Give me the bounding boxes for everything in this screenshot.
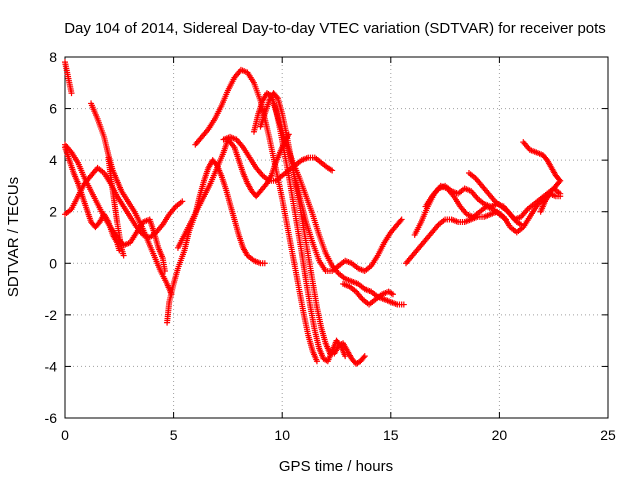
data-track xyxy=(220,133,336,184)
data-point xyxy=(400,301,407,308)
data-point xyxy=(518,221,525,228)
y-tick-label: 8 xyxy=(49,49,57,65)
data-track xyxy=(192,66,320,365)
data-point xyxy=(398,216,405,223)
x-tick-label: 0 xyxy=(61,427,69,443)
data-point xyxy=(361,353,368,360)
data-track xyxy=(290,167,405,275)
y-tick-label: 0 xyxy=(49,255,57,271)
data-track xyxy=(340,280,396,308)
data-points xyxy=(62,59,564,367)
data-point xyxy=(502,216,509,223)
data-track xyxy=(62,144,123,254)
y-tick-label: -2 xyxy=(45,307,58,323)
plot-frame xyxy=(64,56,609,419)
data-point xyxy=(120,252,127,259)
data-point xyxy=(179,198,186,205)
x-tick-label: 15 xyxy=(383,427,399,443)
data-point xyxy=(68,90,75,97)
x-tick-label: 25 xyxy=(600,427,616,443)
data-point xyxy=(389,291,396,298)
x-tick-label: 5 xyxy=(170,427,178,443)
data-point xyxy=(557,190,564,197)
data-point xyxy=(329,167,336,174)
data-point xyxy=(261,260,268,267)
data-point xyxy=(313,358,320,365)
data-track xyxy=(164,157,268,326)
grid xyxy=(65,57,608,418)
y-tick-label: 4 xyxy=(49,152,57,168)
y-tick-label: 2 xyxy=(49,204,57,220)
y-tick-label: 6 xyxy=(49,101,57,117)
y-tick-label: -4 xyxy=(45,358,58,374)
data-track xyxy=(105,154,127,259)
data-track xyxy=(88,100,175,298)
data-track xyxy=(62,59,75,97)
y-tick-label: -6 xyxy=(45,410,58,426)
x-axis-label: GPS time / hours xyxy=(279,458,393,475)
x-tick-label: 10 xyxy=(274,427,290,443)
y-axis-label: SDTVAR / TECUs xyxy=(5,177,22,297)
data-point xyxy=(537,208,544,215)
data-point xyxy=(397,217,404,224)
data-point xyxy=(549,186,556,193)
chart-title: Day 104 of 2014, Sidereal Day-to-day VTE… xyxy=(64,20,606,37)
x-tick-label: 20 xyxy=(492,427,508,443)
data-track xyxy=(520,139,564,215)
data-point xyxy=(360,354,367,361)
data-point xyxy=(273,93,280,100)
axis-ticks: 0 5 10 15 20 25 -6 -4 -2 0 2 4 6 8 xyxy=(45,49,616,443)
